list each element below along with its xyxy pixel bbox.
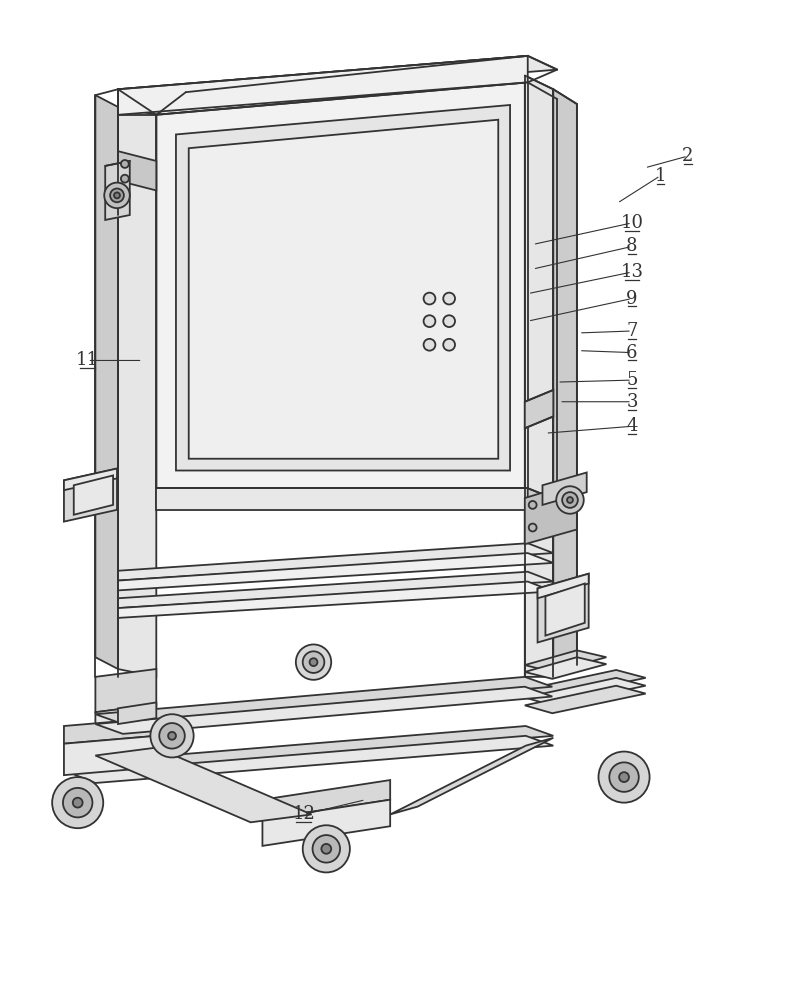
Polygon shape (525, 678, 646, 705)
Polygon shape (542, 472, 586, 505)
Text: 4: 4 (626, 417, 638, 435)
Polygon shape (74, 475, 113, 515)
Circle shape (529, 524, 537, 531)
Polygon shape (95, 669, 156, 712)
Polygon shape (118, 151, 156, 190)
Circle shape (423, 339, 435, 351)
Polygon shape (176, 105, 510, 471)
Polygon shape (64, 736, 156, 775)
Polygon shape (95, 748, 311, 822)
Circle shape (150, 714, 194, 757)
Polygon shape (262, 780, 390, 819)
Text: 9: 9 (626, 290, 638, 308)
Circle shape (121, 160, 129, 168)
Text: 13: 13 (621, 263, 643, 281)
Polygon shape (106, 161, 130, 220)
Circle shape (52, 777, 103, 828)
Polygon shape (525, 76, 554, 677)
Circle shape (168, 732, 176, 740)
Polygon shape (71, 726, 554, 773)
Text: 5: 5 (626, 371, 638, 389)
Polygon shape (156, 488, 528, 510)
Polygon shape (156, 82, 528, 488)
Text: 10: 10 (621, 214, 643, 232)
Polygon shape (528, 488, 558, 522)
Polygon shape (118, 553, 554, 590)
Circle shape (598, 752, 650, 803)
Polygon shape (95, 95, 118, 669)
Circle shape (313, 835, 340, 863)
Polygon shape (118, 56, 558, 103)
Polygon shape (538, 574, 589, 598)
Circle shape (114, 192, 120, 198)
Text: 6: 6 (626, 344, 638, 362)
Polygon shape (118, 107, 156, 677)
Text: 11: 11 (76, 351, 99, 369)
Circle shape (302, 825, 350, 872)
Polygon shape (118, 56, 528, 115)
Polygon shape (64, 718, 156, 744)
Polygon shape (71, 736, 554, 783)
Text: 1: 1 (654, 167, 666, 185)
Circle shape (322, 844, 331, 854)
Polygon shape (156, 82, 558, 115)
Circle shape (619, 772, 629, 782)
Circle shape (443, 339, 455, 351)
Circle shape (121, 175, 129, 183)
Circle shape (443, 315, 455, 327)
Circle shape (302, 651, 324, 673)
Polygon shape (118, 543, 554, 581)
Polygon shape (390, 738, 554, 814)
Circle shape (562, 492, 578, 508)
Polygon shape (64, 469, 117, 522)
Circle shape (63, 788, 93, 817)
Circle shape (423, 315, 435, 327)
Polygon shape (95, 687, 552, 734)
Text: 12: 12 (292, 805, 315, 823)
Text: 8: 8 (626, 237, 638, 255)
Circle shape (567, 497, 573, 503)
Polygon shape (262, 800, 390, 846)
Polygon shape (64, 469, 117, 490)
Polygon shape (95, 677, 552, 724)
Circle shape (159, 723, 185, 749)
Text: 2: 2 (682, 147, 694, 165)
Polygon shape (525, 686, 646, 713)
Polygon shape (538, 574, 589, 642)
Polygon shape (525, 650, 606, 672)
Polygon shape (525, 390, 554, 428)
Circle shape (296, 644, 331, 680)
Circle shape (310, 658, 318, 666)
Polygon shape (189, 120, 498, 459)
Polygon shape (118, 582, 554, 618)
Circle shape (443, 293, 455, 304)
Text: 7: 7 (626, 322, 638, 340)
Circle shape (104, 183, 130, 208)
Circle shape (610, 762, 638, 792)
Polygon shape (525, 670, 646, 698)
Polygon shape (528, 82, 558, 500)
Circle shape (423, 293, 435, 304)
Circle shape (110, 189, 124, 202)
Circle shape (529, 501, 537, 509)
Polygon shape (118, 572, 554, 608)
Polygon shape (525, 482, 577, 544)
Polygon shape (554, 89, 577, 677)
Polygon shape (525, 657, 606, 679)
Text: 3: 3 (626, 393, 638, 411)
Polygon shape (118, 702, 156, 724)
Circle shape (73, 798, 82, 808)
Polygon shape (95, 704, 156, 746)
Polygon shape (546, 584, 585, 636)
Circle shape (556, 486, 584, 514)
